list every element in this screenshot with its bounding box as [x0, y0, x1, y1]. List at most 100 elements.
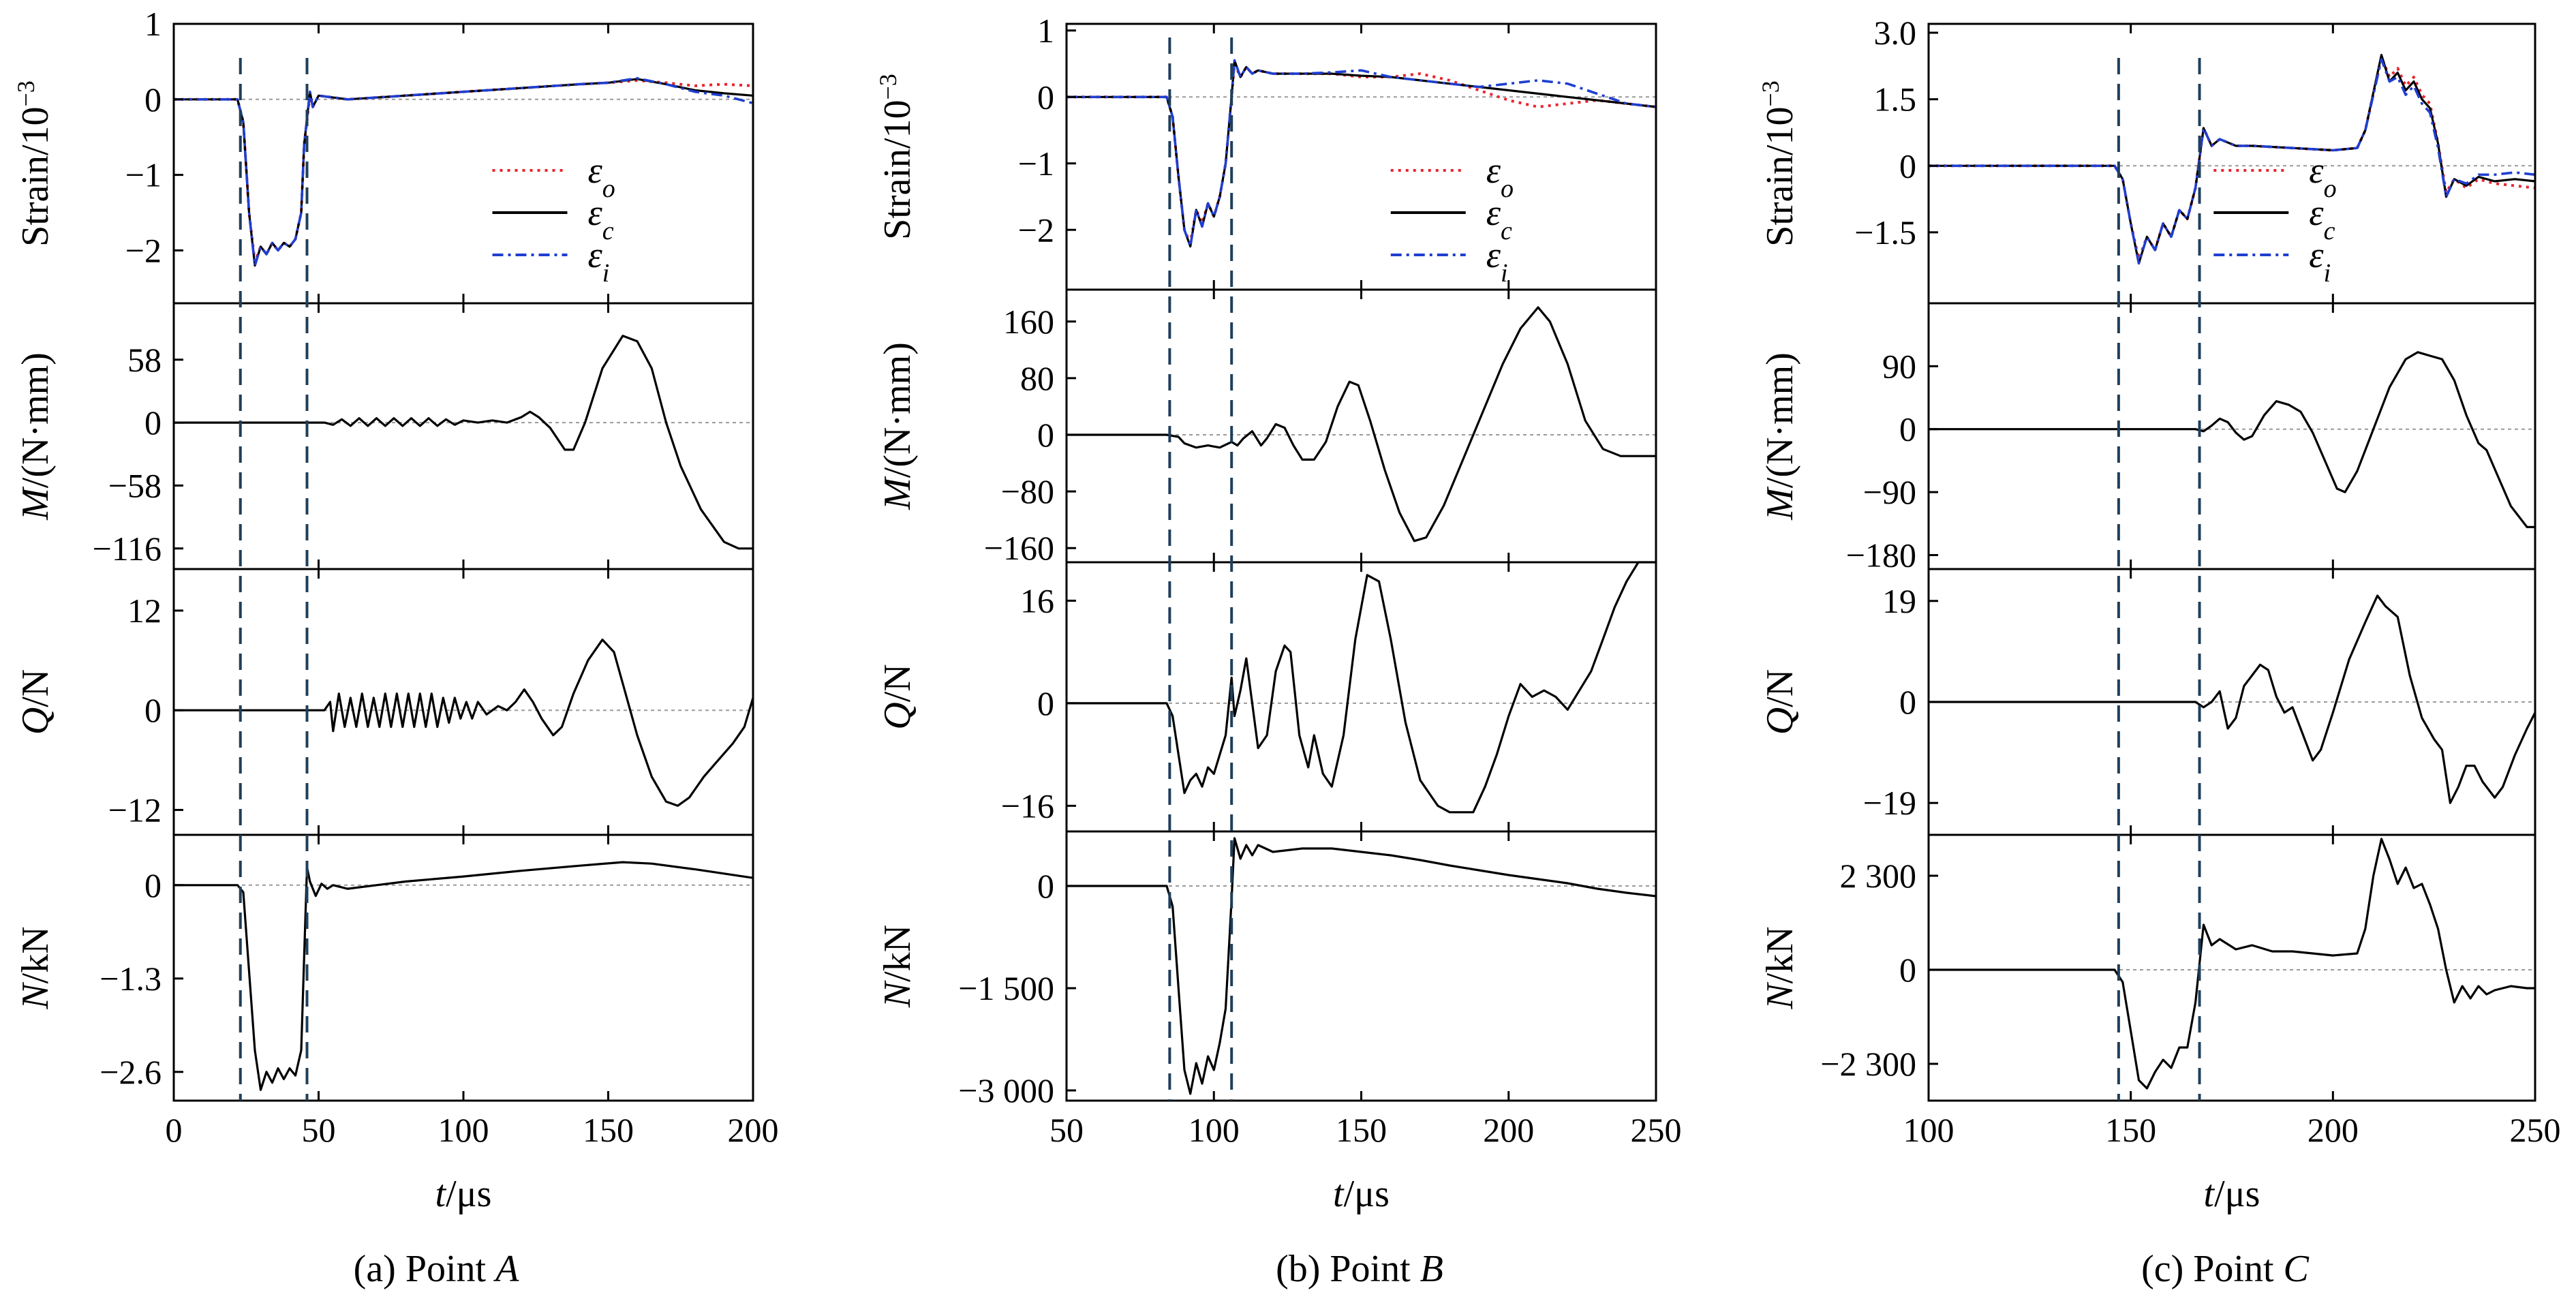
subplot-moment: 160 80 0 −80 −160 M/(N·mm) — [876, 288, 1657, 567]
plot-frame — [172, 833, 754, 1102]
series-shear-0 — [1067, 561, 1656, 814]
y-tick-label: −16 — [1001, 786, 1054, 825]
plot-frame — [172, 568, 754, 836]
series-axial-0 — [174, 861, 754, 1091]
legend-entry: εo — [2309, 150, 2336, 203]
y-axis-label-strain: Strain/10−3 — [874, 74, 919, 240]
x-tick-label: 200 — [728, 1111, 779, 1149]
y-tick-label: 19 — [1882, 582, 1916, 620]
y-tick-label: 0 — [1899, 410, 1916, 448]
y-axis-label-axial: N/kN — [876, 925, 919, 1008]
y-tick-label: −1 500 — [958, 969, 1054, 1007]
y-tick-label: 1.5 — [1874, 80, 1917, 119]
x-tick-label: 250 — [1631, 1111, 1682, 1149]
y-tick-label: 0 — [1037, 416, 1054, 454]
y-axis-label-strain: Strain/10−3 — [12, 80, 57, 247]
y-axis-label-shear: Q/N — [14, 669, 57, 735]
series-axial-0 — [1067, 837, 1657, 1095]
y-tick-label: 90 — [1882, 347, 1916, 385]
x-tick-label: 100 — [1903, 1111, 1954, 1149]
series-strain-0 — [1067, 62, 1657, 245]
x-tick-label: 250 — [2510, 1111, 2561, 1149]
series-moment-0 — [1929, 351, 2535, 528]
y-tick-label: −58 — [108, 466, 162, 504]
legend-entry: εo — [1486, 150, 1514, 203]
y-tick-label: −1.5 — [1854, 213, 1916, 251]
legend-entry: εi — [1486, 234, 1508, 288]
y-tick-label: 1 — [1037, 12, 1054, 50]
y-tick-label: 58 — [127, 341, 162, 379]
legend-entry: εc — [2309, 192, 2335, 245]
subplot-moment: 58 0 −58 −116 M/(N·mm) — [14, 302, 754, 570]
subplot-axial: 0 −1 500 −3 000 N/kN — [876, 830, 1657, 1109]
y-tick-label: −180 — [1846, 536, 1916, 574]
plot-frame — [172, 22, 754, 305]
y-tick-label: −80 — [1001, 472, 1054, 510]
y-axis-label-moment: M/(N·mm) — [14, 352, 57, 521]
series-shear-0 — [174, 639, 754, 807]
y-tick-label: −160 — [984, 529, 1054, 567]
x-tick-label: 0 — [166, 1111, 183, 1149]
series-strain-1 — [1067, 59, 1657, 248]
y-tick-label: 160 — [1003, 303, 1054, 341]
subplot-axial: 0 −1.3 −2.6 N/kN — [14, 833, 754, 1102]
y-tick-label: −90 — [1863, 473, 1916, 511]
legend-entry: εi — [588, 234, 610, 288]
y-axis-label-axial: N/kN — [14, 926, 57, 1009]
x-tick-label: 50 — [302, 1111, 336, 1149]
plot-frame — [172, 302, 754, 570]
y-tick-label: 0 — [1037, 684, 1054, 722]
y-tick-label: 16 — [1020, 581, 1054, 619]
y-tick-label: 80 — [1020, 359, 1054, 397]
series-strain-2 — [1067, 59, 1657, 248]
y-tick-label: −2 — [125, 231, 162, 269]
x-tick-label: 150 — [2105, 1111, 2156, 1149]
series-moment-0 — [174, 335, 753, 550]
y-tick-label: −19 — [1863, 784, 1916, 822]
plot-frame — [1065, 22, 1657, 291]
plot-frame — [1065, 288, 1657, 564]
x-tick-label: 200 — [1483, 1111, 1534, 1149]
y-tick-label: −116 — [93, 530, 162, 568]
y-tick-label: 2 300 — [1840, 857, 1917, 895]
y-tick-label: −1 — [1018, 144, 1054, 183]
subplot-moment: 90 0 −90 −180 M/(N·mm) — [1759, 302, 2536, 574]
legend-entry: εo — [588, 150, 615, 203]
series-strain-2 — [174, 77, 754, 267]
x-axis-label: t/μs — [435, 1173, 492, 1215]
y-tick-label: 0 — [1899, 951, 1916, 989]
y-tick-label: −1 — [125, 156, 162, 194]
y-tick-label: 12 — [127, 592, 162, 630]
x-tick-label: 150 — [583, 1111, 634, 1149]
x-tick-label: 100 — [1189, 1111, 1240, 1149]
y-tick-label: 0 — [1899, 147, 1916, 185]
panel-caption: (c) Point C — [2141, 1248, 2309, 1290]
x-tick-label: 50 — [1049, 1111, 1084, 1149]
y-tick-label: −3 000 — [958, 1071, 1054, 1109]
y-tick-label: −2.6 — [99, 1053, 162, 1091]
series-strain-0 — [1929, 55, 2536, 260]
plot-frame — [1065, 830, 1657, 1102]
panel-caption: (a) Point A — [354, 1248, 519, 1290]
series-strain-1 — [1929, 54, 2536, 264]
x-axis-label: t/μs — [1333, 1173, 1390, 1215]
series-strain-1 — [174, 78, 754, 267]
series-moment-0 — [1067, 306, 1656, 542]
series-axial-0 — [1929, 838, 2535, 1090]
y-tick-label: 0 — [1899, 683, 1916, 721]
legend-entry: εc — [588, 192, 614, 245]
x-tick-label: 100 — [438, 1111, 489, 1149]
series-strain-2 — [1929, 58, 2536, 265]
y-tick-label: 0 — [144, 691, 162, 729]
y-tick-label: 0 — [1037, 78, 1054, 116]
panel-b: 10−1−2Strain/10−3εoεcεi160800−80−160M/(N… — [874, 12, 1682, 1290]
y-tick-label: 1 — [144, 5, 162, 43]
